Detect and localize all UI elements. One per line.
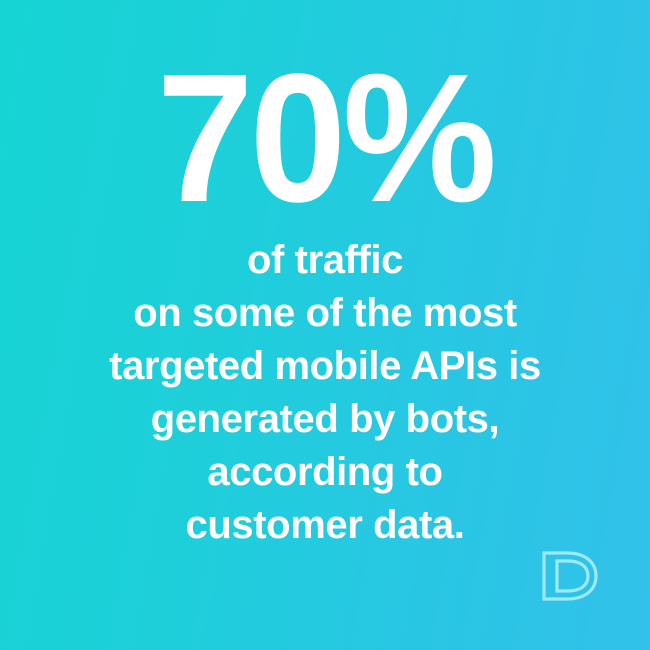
body-line-3: targeted mobile APIs is: [109, 344, 541, 388]
headline-container: 70%: [0, 46, 650, 229]
logo-inner-d: [555, 559, 590, 593]
body-line-5: according to: [207, 450, 443, 494]
body-line-1: of traffic: [246, 238, 403, 282]
brand-d-logo-icon: [540, 547, 602, 605]
body-line-2: on some of the most: [133, 291, 517, 335]
body-line-6: customer data.: [185, 503, 465, 547]
stat-percentage: 70%: [156, 35, 497, 240]
body-copy: of traffic on some of the most targeted …: [0, 234, 650, 552]
brand-d-logo-svg: [542, 551, 598, 601]
logo-outer-d: [542, 551, 598, 601]
body-line-4: generated by bots,: [150, 397, 500, 441]
